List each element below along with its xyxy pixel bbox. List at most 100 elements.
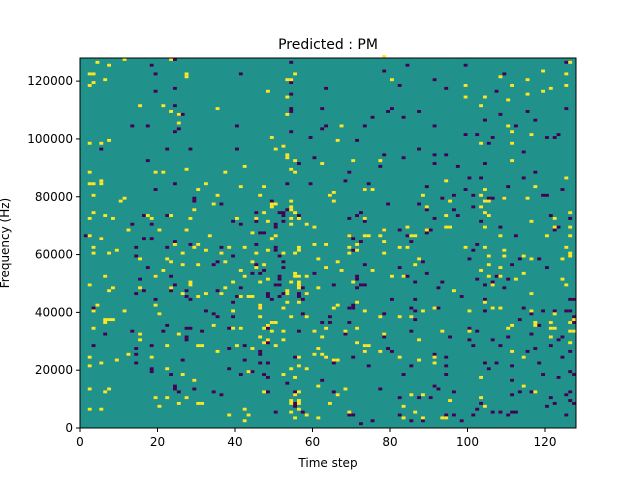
heatmap-cell-low [297, 292, 301, 296]
x-tick-label: 0 [76, 435, 84, 449]
heatmap-cell-high [227, 245, 232, 249]
heatmap-cell-high [498, 274, 503, 278]
heatmap-cell-low [285, 182, 290, 186]
heatmap-cell-high [320, 162, 325, 165]
heatmap-cell-high [331, 306, 336, 310]
heatmap-cell-low [250, 370, 255, 374]
heatmap-cell-high [312, 329, 317, 333]
heatmap-cell-low [413, 297, 418, 301]
heatmap-cell-low [572, 297, 576, 301]
heatmap-cell-low [145, 124, 150, 128]
heatmap-cell-high [339, 269, 344, 272]
heatmap-cell-low [537, 361, 542, 365]
heatmap-cell-low [184, 289, 189, 293]
heatmap-cell-low [300, 410, 305, 414]
heatmap-cell-high [289, 410, 294, 414]
heatmap-cell-high [297, 216, 301, 220]
heatmap-cell-high [541, 69, 545, 73]
heatmap-cell-high [153, 396, 158, 400]
heatmap-cell-low [467, 326, 472, 330]
heatmap-cell-high [107, 251, 111, 255]
heatmap-cell-low [409, 419, 414, 423]
heatmap-cell-high [289, 167, 294, 171]
heatmap-cell-high [498, 234, 503, 238]
heatmap-cell-high [87, 141, 92, 145]
heatmap-cell-low [258, 231, 263, 235]
heatmap-cell-low [483, 118, 487, 122]
heatmap-cell-low [262, 231, 266, 235]
heatmap-cell-high [262, 341, 266, 345]
heatmap-cell-low [514, 410, 518, 414]
heatmap-cell-low [564, 413, 569, 417]
heatmap-cell-low [269, 297, 274, 301]
heatmap-cell-low [552, 309, 557, 313]
heatmap-cell-low [498, 410, 503, 414]
heatmap-cell-low [285, 208, 290, 212]
heatmap-cell-low [498, 112, 503, 116]
x-tick-label: 100 [456, 435, 479, 449]
heatmap-cell-low [312, 271, 317, 275]
plot-area [79, 55, 577, 429]
heatmap-cell-high [304, 292, 309, 296]
heatmap-cell-low [219, 245, 224, 249]
heatmap-cell-low [545, 404, 549, 408]
heatmap-cell-high [432, 361, 437, 365]
heatmap-cell-high [564, 283, 569, 287]
heatmap-cell-low [273, 245, 278, 249]
heatmap-cell-low [277, 211, 282, 215]
heatmap-cell-high [390, 78, 394, 82]
heatmap-cell-low [479, 219, 483, 223]
heatmap-cell-low [409, 364, 414, 368]
heatmap-cell-high [347, 245, 352, 249]
heatmap-cell-low [432, 124, 437, 128]
heatmap-cell-high [114, 358, 119, 362]
heatmap-cell-low [138, 277, 142, 281]
heatmap-cell-high [362, 216, 367, 220]
heatmap-cell-low [242, 344, 247, 348]
heatmap-cell-low [211, 390, 216, 394]
heatmap-cell-high [258, 315, 263, 319]
heatmap-cell-high [560, 257, 565, 261]
heatmap-cell-low [153, 72, 158, 76]
heatmap-cell-low [266, 361, 270, 365]
heatmap-cell-high [223, 286, 228, 290]
heatmap-cell-low [556, 375, 561, 379]
heatmap-cell-low [134, 361, 139, 365]
heatmap-cell-high [382, 240, 387, 243]
heatmap-cell-low [521, 150, 526, 154]
heatmap-cell-low [444, 355, 449, 359]
heatmap-cell-high [246, 413, 251, 417]
heatmap-cell-high [483, 245, 487, 249]
heatmap-cell-high [440, 416, 445, 420]
heatmap-cell-low [211, 312, 216, 316]
heatmap-cell-low [572, 373, 576, 376]
heatmap-cell-high [331, 199, 336, 203]
heatmap-cell-high [297, 399, 301, 402]
heatmap-cell-high [289, 199, 294, 203]
heatmap-cell-high [444, 416, 449, 420]
heatmap-cell-low [328, 315, 332, 319]
heatmap-cell-high [99, 179, 104, 183]
heatmap-cell-high [281, 329, 286, 333]
heatmap-cell-high [293, 211, 297, 215]
heatmap-cell-low [483, 361, 487, 365]
heatmap-cell-high [204, 292, 208, 296]
heatmap-cell-low [273, 283, 278, 287]
heatmap-cell-high [180, 373, 185, 376]
heatmap-cell-high [293, 375, 297, 379]
heatmap-cell-high [483, 404, 487, 408]
heatmap-cell-low [463, 188, 468, 191]
heatmap-cell-high [432, 306, 437, 310]
heatmap-cell-low [320, 127, 325, 131]
heatmap-cell-low [184, 338, 189, 342]
heatmap-cell-high [242, 245, 247, 249]
heatmap-cell-high [169, 58, 173, 61]
heatmap-cell-high [153, 274, 158, 278]
heatmap-cell-high [211, 323, 216, 327]
heatmap-cell-low [386, 110, 390, 113]
heatmap-cell-low [165, 214, 170, 217]
heatmap-cell-high [463, 84, 468, 87]
heatmap-cell-high [552, 326, 557, 330]
heatmap-cell-low [541, 373, 545, 376]
heatmap-cell-high [192, 208, 197, 212]
